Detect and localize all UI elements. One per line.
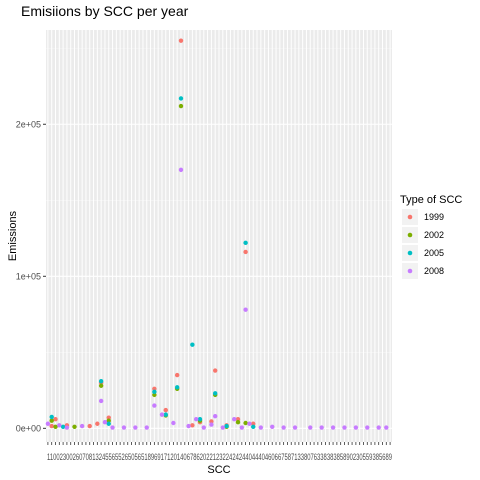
point-2005 [197, 416, 203, 422]
point-1999 [152, 386, 157, 391]
point-2008 [239, 425, 245, 430]
point-2008 [292, 425, 298, 430]
point-2002 [49, 418, 54, 423]
point-2008 [376, 425, 381, 430]
x-tick-labels: 1100230026070813245565526505651896917120… [47, 452, 392, 462]
legend: Type of SCC 1999 2002 2005 2008 [400, 194, 462, 279]
point-2008 [201, 425, 206, 430]
point-2008 [144, 425, 149, 430]
point-2002 [53, 424, 58, 429]
point-1999 [178, 38, 184, 43]
point-2005 [212, 391, 218, 396]
point-2008 [232, 416, 237, 422]
point-2002 [243, 420, 248, 426]
point-2008 [212, 413, 218, 419]
legend-label-2002: 2002 [424, 230, 444, 240]
point-2005 [224, 423, 229, 429]
data-points [45, 38, 389, 430]
point-2008 [384, 425, 389, 430]
point-2008 [171, 420, 176, 426]
point-2002 [106, 418, 111, 423]
point-2008 [159, 412, 165, 417]
legend-label-2005: 2005 [424, 248, 444, 258]
point-1999 [106, 415, 111, 420]
point-2008 [98, 398, 104, 404]
point-1999 [53, 416, 58, 422]
point-2008 [319, 425, 324, 430]
point-2002 [235, 420, 241, 425]
legend-title: Type of SCC [400, 194, 462, 206]
point-2005 [49, 414, 54, 420]
point-2008 [258, 425, 264, 430]
point-2008 [330, 425, 336, 430]
point-2008 [281, 425, 286, 430]
point-2002 [98, 383, 104, 388]
y-tick-label: 2e+05 [16, 119, 41, 129]
point-1999 [49, 423, 54, 429]
point-1999 [163, 407, 168, 413]
y-tick-label: 1e+05 [16, 271, 41, 281]
point-2008 [247, 421, 252, 426]
point-2008 [121, 425, 127, 430]
point-2005 [106, 421, 111, 426]
point-1999 [95, 421, 100, 426]
legend-label-2008: 2008 [424, 266, 444, 276]
series-2005 [49, 96, 256, 429]
point-2008 [209, 422, 214, 427]
point-2008 [186, 423, 191, 429]
legend-key-2002 [407, 232, 413, 238]
point-1999 [87, 423, 92, 429]
point-2002 [72, 424, 77, 429]
point-2008 [45, 421, 51, 426]
point-1999 [212, 368, 218, 373]
grid [46, 30, 392, 442]
point-1999 [174, 372, 180, 378]
point-2002 [178, 103, 184, 109]
point-2008 [57, 423, 62, 428]
point-1999 [190, 423, 195, 428]
point-2005 [243, 240, 248, 246]
legend-key-2005 [407, 250, 413, 256]
x-axis: 1100230026070813245565526505651896917120… [47, 442, 392, 462]
point-2002 [152, 392, 157, 398]
point-2008 [270, 424, 275, 429]
point-2008 [365, 425, 370, 430]
legend-label-1999: 1999 [424, 212, 444, 222]
point-1999 [209, 419, 214, 424]
point-2008 [342, 425, 347, 430]
point-2008 [79, 423, 85, 429]
point-2005 [152, 389, 157, 395]
point-1999 [235, 416, 241, 422]
point-2005 [98, 378, 104, 384]
point-2008 [133, 425, 138, 430]
legend-key-2008 [407, 268, 413, 274]
y-tick-label: 0e+00 [16, 423, 41, 433]
point-2008 [220, 425, 226, 430]
point-1999 [243, 249, 248, 255]
point-1999 [251, 421, 256, 426]
point-2008 [152, 403, 157, 408]
point-2005 [174, 385, 180, 390]
point-2008 [243, 307, 248, 312]
chart-title: Emisiions by SCC per year [21, 3, 189, 19]
point-2005 [178, 96, 184, 101]
point-2008 [178, 167, 184, 173]
series-2008 [45, 167, 389, 430]
point-2008 [102, 420, 108, 425]
x-axis-title: SCC [207, 464, 230, 476]
point-2008 [308, 425, 313, 430]
point-2005 [60, 424, 66, 429]
point-2008 [353, 425, 359, 430]
legend-key-1999 [407, 214, 413, 220]
y-axis: 0e+00 1e+05 2e+05 [16, 119, 46, 433]
point-2005 [163, 412, 168, 417]
point-2005 [251, 424, 256, 429]
point-2008 [193, 416, 199, 422]
y-axis-title: Emissions [7, 210, 19, 261]
point-2005 [190, 342, 195, 347]
point-2008 [64, 425, 70, 430]
point-2008 [110, 425, 115, 430]
